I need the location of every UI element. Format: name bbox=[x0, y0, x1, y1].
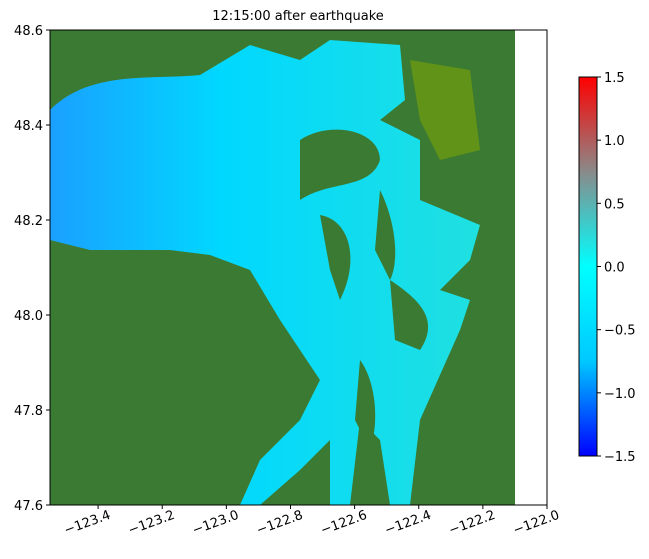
y-tick-label: 47.6 bbox=[14, 499, 43, 514]
chart-title: 12:15:00 after earthquake bbox=[212, 9, 384, 24]
x-tick-label: −122.4 bbox=[383, 508, 433, 539]
colorbar-tick-label: 1.0 bbox=[604, 134, 625, 149]
x-tick-label: −123.4 bbox=[62, 508, 112, 539]
colorbar-tick-label: −0.5 bbox=[604, 324, 636, 339]
island bbox=[300, 129, 380, 200]
x-tick-label: −123.2 bbox=[126, 508, 176, 539]
axes-frame bbox=[49, 29, 548, 506]
x-tick-label: −122.2 bbox=[447, 508, 497, 539]
map bbox=[50, 30, 515, 505]
colorbar-tick-label: −1.0 bbox=[604, 387, 636, 402]
x-tick-label: −122.6 bbox=[319, 508, 369, 539]
y-tick-label: 48.4 bbox=[14, 119, 43, 134]
island bbox=[320, 215, 351, 300]
colorbar: 1.5 1.0 0.5 0.0 −0.5 −1.0 −1.5 bbox=[578, 71, 636, 465]
y-tick-label: 48.2 bbox=[14, 214, 43, 229]
colorbar-tick-label: 0.5 bbox=[604, 197, 625, 212]
colorbar-tick-label: −1.5 bbox=[604, 450, 636, 465]
y-tick-label: 47.8 bbox=[14, 404, 43, 419]
x-tick-label: −123.0 bbox=[191, 508, 241, 539]
y-tick-label: 48.6 bbox=[14, 24, 43, 39]
shoal bbox=[410, 60, 480, 160]
island bbox=[375, 190, 396, 280]
colorbar-tick-label: 0.0 bbox=[604, 261, 625, 276]
x-tick-label: −122.8 bbox=[255, 508, 305, 539]
island bbox=[390, 280, 429, 350]
island bbox=[355, 360, 376, 450]
x-tick-label: −122.0 bbox=[511, 508, 561, 539]
colorbar-scale bbox=[578, 76, 598, 457]
colorbar-tick-label: 1.5 bbox=[604, 71, 625, 86]
y-tick-label: 48.0 bbox=[14, 309, 43, 324]
